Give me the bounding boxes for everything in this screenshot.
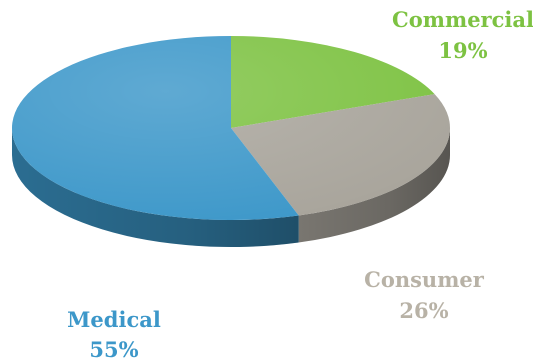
value-label-consumer: 26%: [399, 298, 448, 323]
slice-side-shade: [298, 128, 450, 243]
slice-side-shade: [12, 128, 299, 247]
value-label-medical: 55%: [89, 337, 138, 361]
pie-top-highlight: [12, 36, 450, 220]
value-label-commercial: 19%: [438, 38, 487, 63]
pie-labels: Commercial 19% Consumer 26% Medical 55%: [67, 7, 533, 361]
label-commercial: Commercial: [392, 7, 533, 32]
pie-sides: [12, 128, 450, 247]
label-medical: Medical: [67, 307, 161, 332]
label-consumer: Consumer: [364, 267, 485, 292]
pie-tops: [11, 36, 450, 220]
